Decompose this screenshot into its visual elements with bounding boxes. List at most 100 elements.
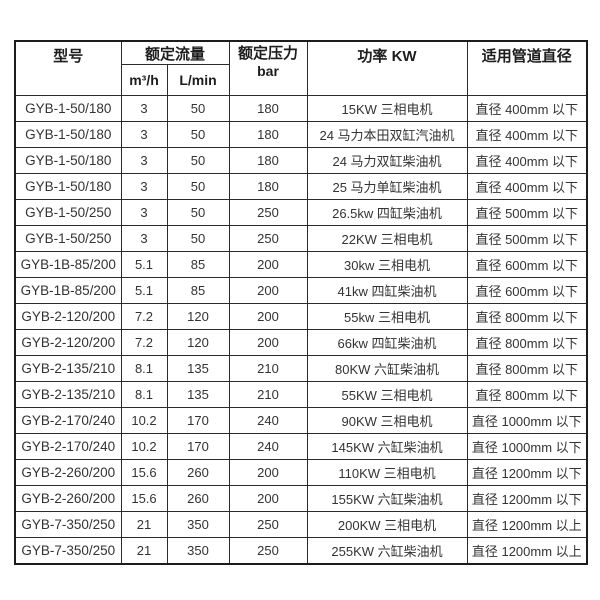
table-cell: GYB-2-135/210 <box>14 381 122 408</box>
table-row: GYB-2-120/200 7.2 120 200 66kw 四缸柴油机 直径 800mm… <box>14 329 588 356</box>
header-power: 功率 KW <box>306 40 468 96</box>
table-cell: 170 <box>166 407 230 434</box>
header-rated-flow: 额定流量 <box>120 40 230 65</box>
table-cell: GYB-1-50/180 <box>14 95 122 122</box>
table-cell: 135 <box>166 381 230 408</box>
table-cell: 8.1 <box>120 355 168 382</box>
table-cell: 3 <box>120 95 168 122</box>
table-cell: 直径 1200mm 以上 <box>466 511 588 538</box>
table-cell: 250 <box>228 537 308 564</box>
table-cell: 240 <box>228 433 308 460</box>
table-cell: 155KW 六缸柴油机 <box>306 485 468 512</box>
table-cell: 50 <box>166 173 230 200</box>
table-cell: 3 <box>120 173 168 200</box>
table-row: GYB-2-260/200 15.6 260 200 110KW 三相电机 直径 1200… <box>14 459 588 486</box>
table-cell: 145KW 六缸柴油机 <box>306 433 468 460</box>
header-row-2: m³/h L/min <box>15 64 587 96</box>
table-cell: GYB-2-260/200 <box>14 459 122 486</box>
table-cell: 200 <box>228 303 308 330</box>
table-cell: GYB-2-170/240 <box>14 433 122 460</box>
table-cell: 25 马力单缸柴油机 <box>306 173 468 200</box>
table-cell: 8.1 <box>120 381 168 408</box>
table-cell: 350 <box>166 537 230 564</box>
table-row: GYB-2-170/240 10.2 170 240 90KW 三相电机 直径 1000m… <box>14 407 588 434</box>
header-rated-pressure: 额定压力 bar <box>228 40 308 96</box>
table-cell: 15KW 三相电机 <box>306 95 468 122</box>
table-cell: 250 <box>228 199 308 226</box>
table-cell: 55kw 三相电机 <box>306 303 468 330</box>
table-cell: 24 马力本田双缸汽油机 <box>306 121 468 148</box>
table-row: GYB-1-50/250 3 50 250 26.5kw 四缸柴油机 直径 500mm 以… <box>14 199 588 226</box>
header-pipe-diameter: 适用管道直径 <box>466 40 588 96</box>
table-cell: 10.2 <box>120 433 168 460</box>
table-cell: 85 <box>166 277 230 304</box>
table-cell: 135 <box>166 355 230 382</box>
header-row-1: 型号 额定流量 额定压力 bar 功率 KW 适用管道直径 <box>14 40 588 96</box>
table-cell: 210 <box>228 381 308 408</box>
spec-table: 型号 额定流量 额定压力 bar 功率 KW 适用管道直径 m³/h L/min… <box>14 40 589 565</box>
table-cell: 直径 800mm 以下 <box>466 329 588 356</box>
table-cell: GYB-1-50/180 <box>14 121 122 148</box>
table-cell: 50 <box>166 199 230 226</box>
table-cell: 5.1 <box>120 277 168 304</box>
table-cell: 26.5kw 四缸柴油机 <box>306 199 468 226</box>
table-row: GYB-2-170/240 10.2 170 240 145KW 六缸柴油机 直径 100… <box>14 433 588 460</box>
table-cell: 200 <box>228 459 308 486</box>
table-cell: 200 <box>228 485 308 512</box>
table-cell: 250 <box>228 511 308 538</box>
table-cell: 直径 400mm 以下 <box>466 147 588 174</box>
table-row: GYB-1-50/180 3 50 180 24 马力本田双缸汽油机 直径 400mm 以… <box>14 121 588 148</box>
table-cell: GYB-7-350/250 <box>14 511 122 538</box>
table-cell: 5.1 <box>120 251 168 278</box>
table-body: GYB-1-50/180 3 50 180 15KW 三相电机 直径 400mm 以下 GY… <box>14 95 588 564</box>
table-cell: 200KW 三相电机 <box>306 511 468 538</box>
table-cell: 180 <box>228 147 308 174</box>
table-cell: 50 <box>166 225 230 252</box>
table-cell: 41kw 四缸柴油机 <box>306 277 468 304</box>
table-cell: 260 <box>166 485 230 512</box>
table-cell: GYB-1B-85/200 <box>14 251 122 278</box>
table-cell: 直径 800mm 以下 <box>466 355 588 382</box>
table-cell: GYB-2-135/210 <box>14 355 122 382</box>
table-cell: GYB-2-170/240 <box>14 407 122 434</box>
table-cell: 50 <box>166 95 230 122</box>
table-cell: 85 <box>166 251 230 278</box>
table-cell: 255KW 六缸柴油机 <box>306 537 468 564</box>
table-row: GYB-7-350/250 21 350 250 255KW 六缸柴油机 直径 1200m… <box>14 537 588 564</box>
table-cell: 直径 400mm 以下 <box>466 121 588 148</box>
table-row: GYB-1-50/180 3 50 180 25 马力单缸柴油机 直径 400mm 以下 <box>14 173 588 200</box>
table-cell: 120 <box>166 303 230 330</box>
table-cell: 170 <box>166 433 230 460</box>
header-model: 型号 <box>14 40 122 96</box>
table-cell: 直径 400mm 以下 <box>466 95 588 122</box>
table-cell: 15.6 <box>120 485 168 512</box>
table-cell: 180 <box>228 121 308 148</box>
table-cell: 直径 500mm 以下 <box>466 225 588 252</box>
header-rated-pressure-unit: bar <box>257 63 279 79</box>
table-cell: 3 <box>120 225 168 252</box>
table-cell: 24 马力双缸柴油机 <box>306 147 468 174</box>
table-cell: 22KW 三相电机 <box>306 225 468 252</box>
table-cell: 直径 500mm 以下 <box>466 199 588 226</box>
table-cell: GYB-2-120/200 <box>14 329 122 356</box>
table-row: GYB-1-50/180 3 50 180 15KW 三相电机 直径 400mm 以下 <box>14 95 588 122</box>
table-row: GYB-1B-85/200 5.1 85 200 30kw 三相电机 直径 600mm 以… <box>14 251 588 278</box>
table-cell: 250 <box>228 225 308 252</box>
table-cell: 直径 600mm 以下 <box>466 251 588 278</box>
table-cell: 直径 1200mm 以下 <box>466 485 588 512</box>
table-cell: 直径 800mm 以下 <box>466 303 588 330</box>
table-cell: 50 <box>166 147 230 174</box>
table-cell: GYB-1B-85/200 <box>14 277 122 304</box>
table-cell: 3 <box>120 199 168 226</box>
table-cell: 直径 800mm 以下 <box>466 381 588 408</box>
table-cell: 直径 1000mm 以下 <box>466 407 588 434</box>
table-cell: 200 <box>228 251 308 278</box>
table-cell: 180 <box>228 95 308 122</box>
table-cell: 110KW 三相电机 <box>306 459 468 486</box>
header-rated-pressure-label: 额定压力 <box>238 45 299 62</box>
table-cell: 200 <box>228 277 308 304</box>
table-cell: 7.2 <box>120 329 168 356</box>
table-cell: 21 <box>120 537 168 564</box>
table-cell: 10.2 <box>120 407 168 434</box>
